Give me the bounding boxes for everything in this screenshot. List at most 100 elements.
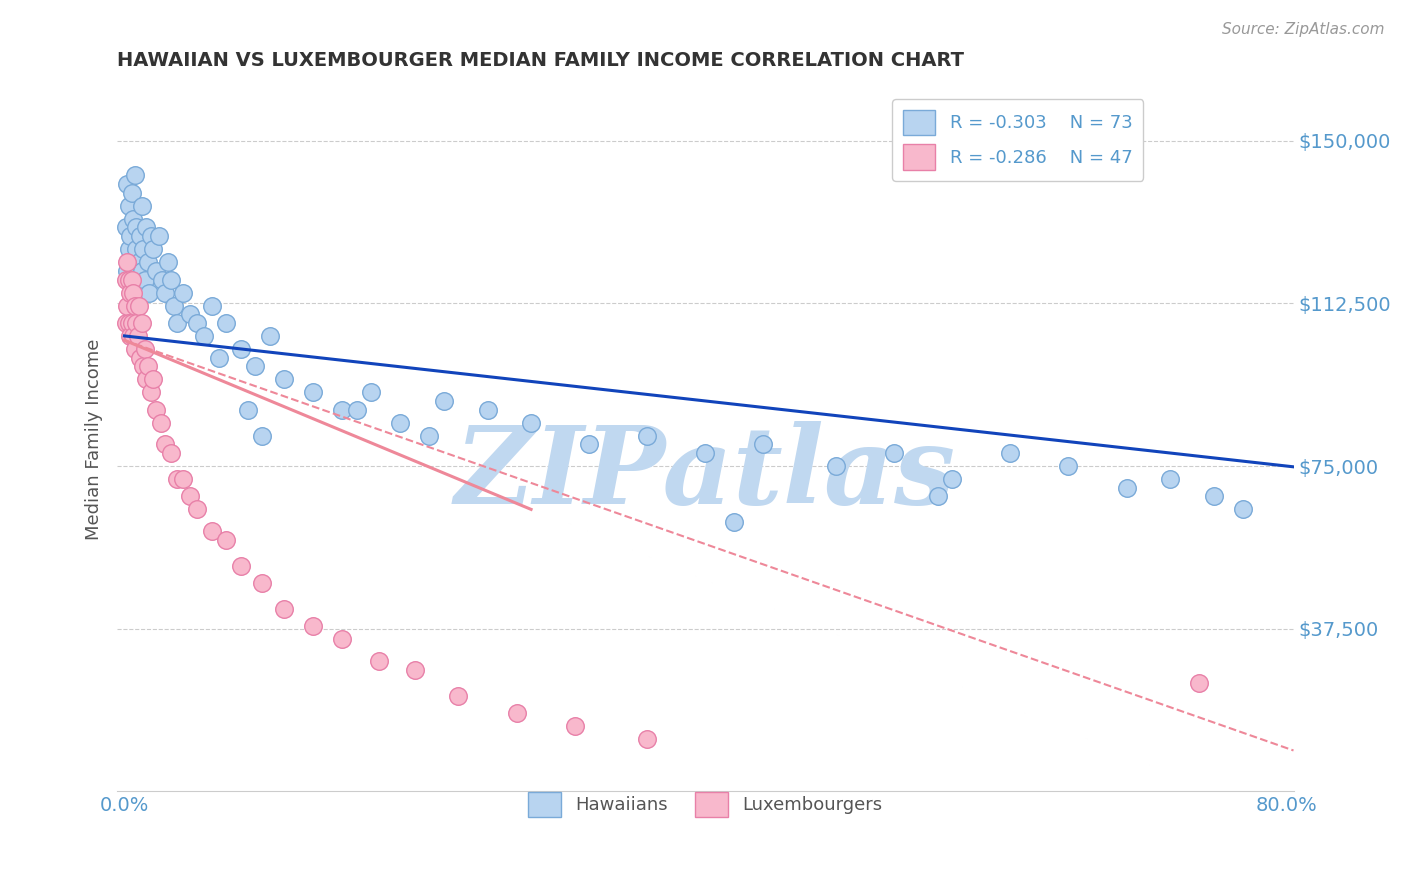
Point [636,428,658,442]
Point [117,255,139,269]
Point [179,307,201,321]
Point [120,229,142,244]
Point [117,264,139,278]
Legend: Hawaiians, Luxembourgers: Hawaiians, Luxembourgers [522,785,890,824]
Point [1159,472,1181,486]
Point [330,402,353,417]
Point [273,372,295,386]
Point [477,402,499,417]
Point [360,385,382,400]
Point [129,351,152,365]
Point [179,489,201,503]
Point [128,285,150,300]
Point [128,299,150,313]
Point [124,169,146,183]
Point [125,242,148,256]
Point [157,255,180,269]
Point [145,264,167,278]
Point [115,220,138,235]
Text: Source: ZipAtlas.com: Source: ZipAtlas.com [1222,22,1385,37]
Point [941,472,963,486]
Point [115,316,138,330]
Point [200,299,222,313]
Point [520,416,543,430]
Point [135,220,157,235]
Point [124,268,146,282]
Point [124,342,146,356]
Point [121,272,143,286]
Point [122,329,145,343]
Point [186,316,208,330]
Point [208,351,231,365]
Point [135,372,157,386]
Point [153,437,176,451]
Point [120,285,142,300]
Point [132,242,155,256]
Point [115,272,138,286]
Point [138,285,160,300]
Point [128,255,150,269]
Point [1202,489,1225,503]
Point [134,272,156,286]
Point [367,654,389,668]
Text: HAWAIIAN VS LUXEMBOURGER MEDIAN FAMILY INCOME CORRELATION CHART: HAWAIIAN VS LUXEMBOURGER MEDIAN FAMILY I… [117,51,965,70]
Point [166,316,188,330]
Point [122,285,145,300]
Point [418,428,440,442]
Point [121,186,143,200]
Point [150,272,173,286]
Point [142,372,165,386]
Point [166,472,188,486]
Point [1057,458,1080,473]
Point [131,316,153,330]
Point [883,446,905,460]
Point [404,663,426,677]
Point [252,576,274,591]
Point [723,516,745,530]
Point [302,619,325,633]
Point [1115,481,1137,495]
Point [142,242,165,256]
Point [172,285,194,300]
Point [118,272,141,286]
Point [259,329,281,343]
Point [131,199,153,213]
Point [160,272,183,286]
Point [215,316,238,330]
Point [193,329,215,343]
Point [243,359,266,374]
Point [186,502,208,516]
Point [163,299,186,313]
Point [389,416,412,430]
Point [124,299,146,313]
Point [1188,676,1211,690]
Point [122,285,145,300]
Point [229,342,252,356]
Point [200,524,222,538]
Y-axis label: Median Family Income: Median Family Income [86,338,103,540]
Point [127,272,149,286]
Point [132,359,155,374]
Point [136,359,159,374]
Point [330,632,353,647]
Point [927,489,949,503]
Point [118,242,141,256]
Point [252,428,274,442]
Point [564,719,586,733]
Point [825,458,848,473]
Point [139,229,162,244]
Point [127,329,149,343]
Point [215,533,238,547]
Point [505,706,527,721]
Text: ZIPatlas: ZIPatlas [454,421,956,527]
Point [131,264,153,278]
Point [172,472,194,486]
Point [302,385,325,400]
Point [433,394,456,409]
Point [1000,446,1022,460]
Point [117,177,139,191]
Point [578,437,600,451]
Point [695,446,717,460]
Point [636,732,658,747]
Point [752,437,775,451]
